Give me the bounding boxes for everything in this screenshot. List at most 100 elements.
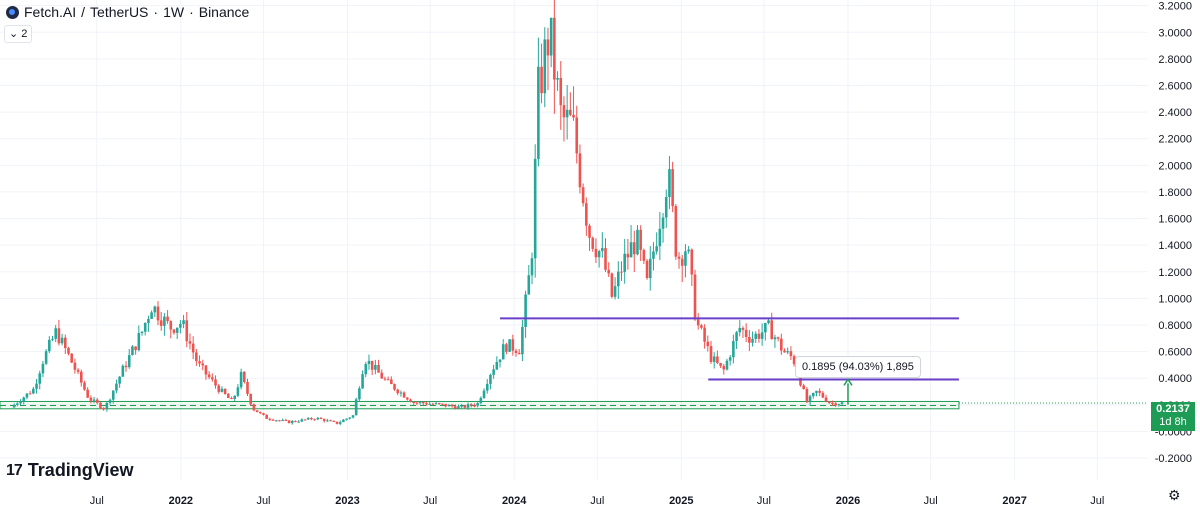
time-axis[interactable]: Jul 2022 Jul 2023 Jul 2024 Jul 2025 Jul 2026 Jul 20… — [90, 495, 1105, 507]
candle-up — [35, 383, 38, 389]
symbol-name[interactable]: Fetch.AI — [24, 4, 77, 20]
candle-down — [827, 401, 831, 403]
candle-up — [652, 251, 655, 259]
candle-up — [712, 356, 716, 362]
candle-down — [73, 362, 77, 370]
candle-up — [361, 374, 364, 389]
tradingview-mark-icon: 17 — [6, 461, 23, 479]
measure-label: 0.1895 (94.03%) 1,895 — [795, 356, 921, 378]
candle-up — [623, 253, 626, 272]
candle-down — [70, 353, 73, 363]
price-tick-label: 1.4000 — [1158, 240, 1192, 252]
candle-up — [764, 323, 767, 333]
candle-up — [597, 251, 601, 258]
candle-down — [166, 316, 169, 322]
time-tick-label: Jul — [590, 495, 604, 507]
bar-countdown: 1d 8h — [1159, 416, 1187, 428]
quote-name[interactable]: TetherUS — [90, 4, 149, 20]
price-tick-label: -0.2000 — [1155, 453, 1192, 465]
candle-up — [399, 392, 403, 394]
candle-up — [306, 418, 310, 420]
candle-down — [172, 329, 176, 333]
candle-up — [137, 333, 141, 351]
candle-down — [86, 389, 89, 398]
candle-up — [54, 328, 58, 339]
candle-down — [159, 320, 163, 326]
candle-down — [191, 343, 195, 353]
candle-up — [342, 419, 345, 423]
candle-up — [543, 39, 547, 94]
candle-down — [390, 379, 393, 385]
candle-up — [687, 249, 690, 252]
candle-up — [732, 341, 735, 358]
candle-down — [255, 410, 259, 413]
candle-down — [511, 339, 515, 351]
candle-up — [48, 339, 51, 352]
candle-up — [837, 404, 841, 406]
candle-down — [386, 379, 390, 381]
candle-up — [182, 320, 185, 324]
candle-up — [495, 361, 499, 370]
candle-down — [719, 363, 722, 366]
candle-up — [466, 404, 470, 408]
candle-down — [214, 379, 217, 386]
candle-down — [441, 403, 444, 405]
candle-down — [201, 363, 205, 366]
candle-down — [834, 403, 837, 406]
candle-down — [610, 273, 614, 297]
candle-up — [25, 393, 29, 398]
candle-down — [422, 402, 425, 404]
candle-down — [303, 419, 307, 421]
last-price-tag: 0.2137 1d 8h — [1151, 402, 1195, 431]
candle-down — [453, 406, 457, 409]
candle-down — [383, 378, 387, 380]
candle-down — [243, 371, 246, 383]
candle-up — [565, 109, 569, 118]
candle-up — [738, 327, 742, 333]
candle-down — [268, 418, 272, 420]
interval-label[interactable]: 1W — [163, 4, 185, 20]
candle-down — [380, 372, 384, 379]
candle-down — [741, 327, 745, 330]
exchange-label[interactable]: Binance — [198, 4, 250, 20]
time-tick-label: 2023 — [335, 495, 359, 507]
candle-down — [57, 328, 61, 344]
candle-up — [485, 383, 489, 391]
candle-up — [725, 360, 729, 370]
candle-down — [569, 109, 572, 115]
candle-down — [79, 371, 83, 383]
candle-up — [147, 318, 150, 323]
candle-down — [604, 248, 607, 270]
candle-up — [728, 357, 732, 361]
time-tick-label: Jul — [256, 495, 270, 507]
candle-up — [127, 355, 131, 368]
candle-down — [626, 253, 630, 258]
candle-down — [690, 249, 694, 275]
candle-up — [521, 326, 524, 355]
gear-icon[interactable]: ⚙ — [1168, 487, 1181, 503]
candle-down — [514, 350, 518, 353]
candle-down — [396, 389, 400, 394]
candle-down — [76, 369, 80, 372]
indicators-toggle[interactable]: ⌄ 2 — [4, 25, 33, 43]
dot-separator: · — [153, 4, 159, 20]
candle-down — [792, 356, 796, 365]
candle-down — [505, 344, 508, 352]
candle-up — [19, 401, 22, 404]
candle-up — [92, 399, 96, 401]
price-tick-label: 2.4000 — [1158, 107, 1192, 119]
candle-down — [249, 393, 252, 405]
candle-up — [60, 337, 64, 344]
candle-up — [489, 374, 492, 384]
price-axis[interactable]: 3.2000 3.0000 2.8000 2.6000 2.4000 2.2000 2.00… — [1155, 1, 1192, 465]
price-tick-label: 2.0000 — [1158, 160, 1192, 172]
candle-down — [95, 399, 99, 403]
candle-down — [444, 403, 447, 407]
time-tick-label: 2025 — [669, 495, 693, 507]
candle-down — [89, 397, 93, 401]
chevron-down-icon: ⌄ — [9, 28, 19, 40]
tradingview-logo[interactable]: 17 TradingView — [6, 460, 134, 481]
support-zone — [0, 400, 1148, 410]
candle-up — [179, 323, 182, 328]
